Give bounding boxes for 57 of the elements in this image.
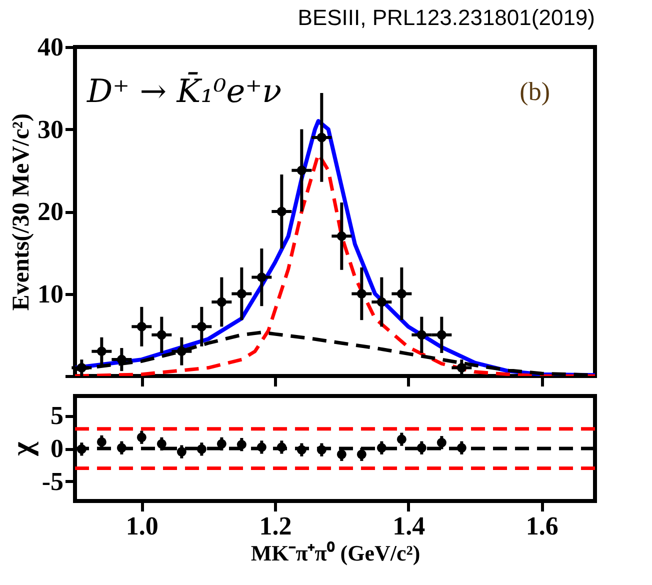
point — [96, 346, 106, 356]
point — [196, 444, 206, 454]
chart-title: BESIII, PRL123.231801(2019) — [298, 5, 595, 30]
point — [216, 297, 226, 307]
point — [376, 443, 386, 453]
point — [256, 442, 266, 452]
y-tick-label: 0 — [50, 434, 64, 463]
point — [96, 437, 106, 447]
point — [76, 363, 86, 373]
point — [156, 439, 166, 449]
point — [356, 289, 366, 298]
point — [256, 272, 266, 282]
point — [236, 289, 246, 298]
y-tick-label: 10 — [38, 279, 64, 308]
annotation: D⁺ → K̄₁⁰e⁺ν — [86, 72, 282, 110]
point — [136, 322, 146, 332]
point — [456, 443, 466, 453]
x-tick-label: 1.4 — [392, 512, 426, 540]
point — [276, 442, 286, 452]
point — [396, 289, 406, 298]
y-tick-label: 40 — [38, 32, 64, 62]
x-axis-title: MK⁻π⁺π⁰ (GeV/c²) — [250, 540, 420, 566]
point — [436, 438, 446, 448]
point — [76, 444, 86, 454]
point — [356, 450, 366, 460]
x-tick-label: 1.0 — [126, 512, 158, 540]
point — [176, 447, 186, 457]
point — [336, 231, 346, 241]
point — [216, 439, 226, 449]
point — [276, 206, 286, 216]
point — [336, 450, 346, 460]
point — [116, 443, 126, 453]
y-tick-label: 30 — [38, 114, 64, 144]
point — [176, 346, 186, 356]
y-axis-title: χ — [6, 440, 39, 457]
y-axis-title: Events(/30 MeV/c²) — [8, 113, 34, 311]
point — [116, 354, 126, 364]
y-tick-label: 20 — [38, 197, 64, 226]
point — [416, 443, 426, 453]
point — [196, 322, 206, 332]
y-tick-label: 5 — [50, 401, 64, 430]
point — [136, 432, 146, 442]
point — [456, 363, 466, 373]
point — [316, 445, 326, 455]
point — [156, 330, 166, 340]
point — [296, 166, 306, 176]
point — [296, 445, 306, 455]
point — [416, 330, 426, 340]
point — [396, 434, 406, 444]
annotation: (b) — [520, 77, 550, 106]
y-tick-label: -5 — [42, 466, 64, 496]
x-tick-label: 1.2 — [259, 512, 292, 540]
point — [236, 440, 246, 450]
x-tick-label: 1.6 — [526, 512, 558, 540]
point — [436, 330, 446, 340]
point — [376, 297, 386, 307]
point — [316, 132, 326, 142]
